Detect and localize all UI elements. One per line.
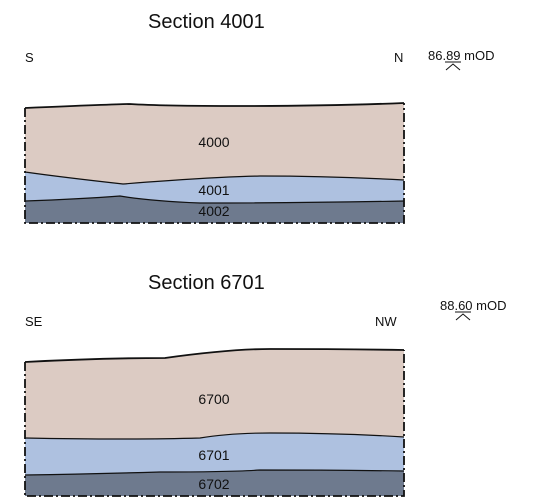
section-4001: Section 4001 S N 86.89 mOD 4000 4001 400… [24, 11, 495, 224]
layer-label: 4000 [198, 134, 229, 150]
svg-text:86.89 mOD: 86.89 mOD [428, 48, 495, 63]
boundary-line [24, 171, 405, 185]
layer-label: 6702 [198, 476, 229, 492]
excavation-limit-line [24, 350, 405, 497]
layer-6702 [25, 470, 404, 496]
layer-label: 6700 [198, 391, 229, 407]
orientation-left-label: SE [25, 314, 43, 329]
orientation-right-label: NW [375, 314, 397, 329]
layer-4001 [25, 172, 404, 203]
layer-label: 4002 [198, 203, 229, 219]
section-title: Section 6701 [148, 272, 265, 294]
boundary-line [24, 195, 405, 204]
ground-surface-line [24, 102, 405, 109]
boundary-line [24, 469, 405, 476]
datum-level-mark-icon [445, 61, 461, 71]
datum-value: 88.60 [440, 298, 473, 313]
datum-value: 86.89 [428, 48, 461, 63]
svg-text:88.60 mOD: 88.60 mOD [440, 298, 507, 313]
datum-unit: mOD [461, 48, 495, 63]
layer-6700 [25, 349, 404, 439]
orientation-left-label: S [25, 50, 34, 65]
layer-label: 6701 [198, 447, 229, 463]
datum-level: 86.89 mOD [428, 48, 495, 71]
section-6701: Section 6701 SE NW 88.60 mOD 6700 6701 6… [24, 272, 507, 497]
datum-unit: mOD [473, 298, 507, 313]
datum-level-mark-icon [455, 311, 471, 321]
layer-4000 [25, 103, 404, 184]
boundary-line [24, 432, 405, 440]
ground-surface-line [24, 348, 405, 363]
layer-label: 4001 [198, 182, 229, 198]
orientation-right-label: N [394, 50, 403, 65]
excavation-limit-line [24, 103, 405, 224]
datum-level: 88.60 mOD [440, 298, 507, 321]
layer-6701 [25, 433, 404, 475]
section-title: Section 4001 [148, 11, 265, 33]
